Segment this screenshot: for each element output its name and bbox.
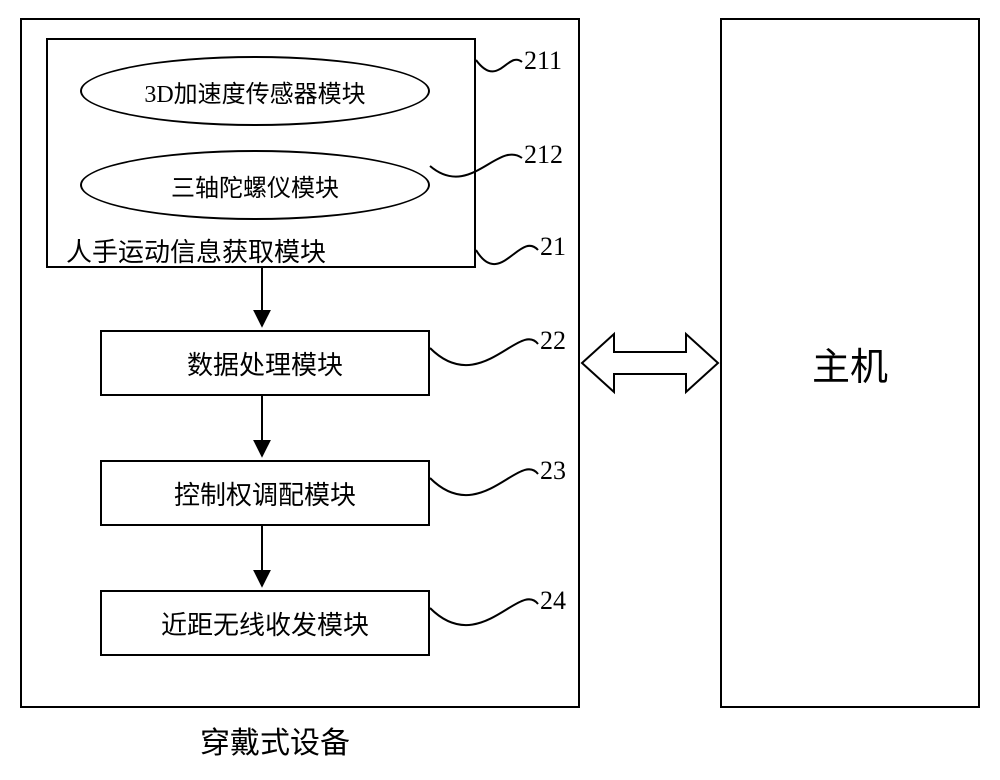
wireless-module-label: 近距无线收发模块	[161, 605, 369, 642]
data-processing-box: 数据处理模块	[100, 330, 430, 396]
diagram-stage: 穿戴式设备 主机 人手运动信息获取模块 3D加速度传感器模块 三轴陀螺仪模块 数…	[0, 0, 1000, 780]
wireless-module-box: 近距无线收发模块	[100, 590, 430, 656]
ref-22: 22	[540, 326, 566, 356]
ref-21: 21	[540, 232, 566, 262]
host-box: 主机	[720, 18, 980, 708]
wearable-device-title: 穿戴式设备	[200, 718, 350, 762]
ref-212: 212	[524, 140, 563, 170]
ref-211: 211	[524, 46, 562, 76]
accel-sensor-label: 3D加速度传感器模块	[144, 74, 365, 109]
gyroscope-ellipse: 三轴陀螺仪模块	[80, 150, 430, 220]
gyroscope-label: 三轴陀螺仪模块	[171, 168, 339, 203]
data-processing-label: 数据处理模块	[187, 345, 343, 382]
ref-24: 24	[540, 586, 566, 616]
double-arrow-icon	[582, 334, 718, 392]
ref-23: 23	[540, 456, 566, 486]
host-label: 主机	[812, 336, 888, 391]
control-allocation-box: 控制权调配模块	[100, 460, 430, 526]
motion-module-label: 人手运动信息获取模块	[66, 232, 326, 269]
control-allocation-label: 控制权调配模块	[174, 475, 356, 512]
accel-sensor-ellipse: 3D加速度传感器模块	[80, 56, 430, 126]
